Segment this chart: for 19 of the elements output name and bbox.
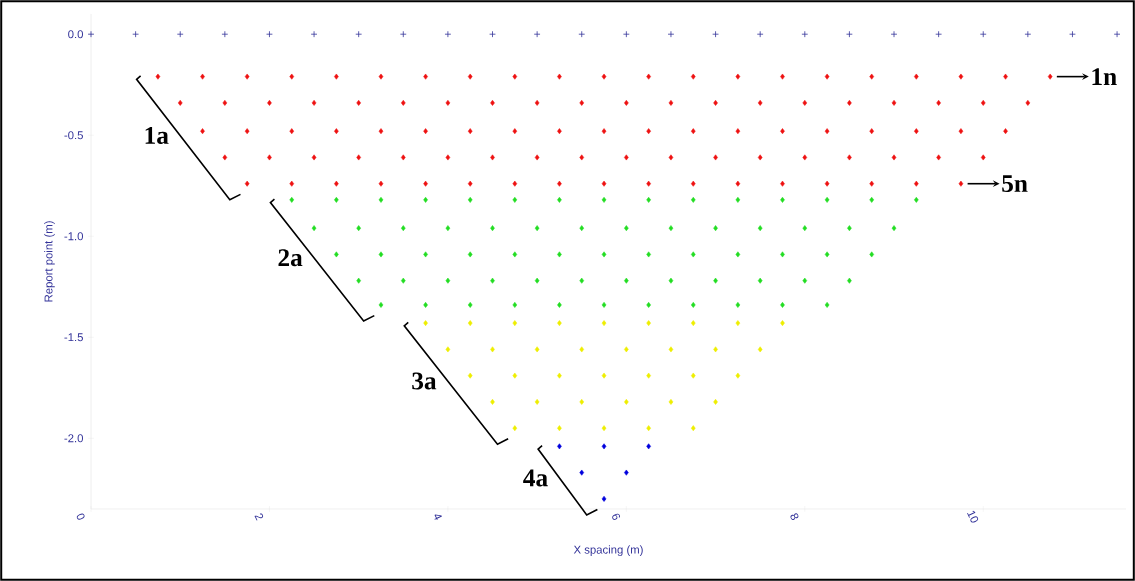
x-axis-title: X spacing (m): [573, 545, 643, 556]
annotation: 4a: [523, 469, 548, 487]
y-tick-label: -2.0: [64, 434, 84, 443]
y-axis-title: Report point (m): [44, 221, 55, 302]
x-tick-label: 8: [790, 513, 799, 521]
x-tick-label: 2: [254, 513, 264, 521]
annotation: 1n: [1092, 68, 1117, 85]
y-tick-label: 0.0: [68, 30, 84, 39]
y-tick-label: -1.0: [64, 232, 84, 241]
annotation: 3a: [412, 372, 437, 390]
y-tick-label: -1.5: [64, 333, 83, 342]
annotation: 5n: [1002, 175, 1028, 193]
annotation: 2a: [278, 249, 303, 267]
x-tick-label: 6: [612, 513, 621, 520]
y-tick-label: -0.5: [64, 131, 83, 140]
x-tick-label: 4: [434, 514, 442, 521]
annotation: 1a: [145, 127, 169, 144]
x-tick-label: 10: [967, 510, 979, 523]
x-tick-label: 0: [76, 513, 85, 520]
